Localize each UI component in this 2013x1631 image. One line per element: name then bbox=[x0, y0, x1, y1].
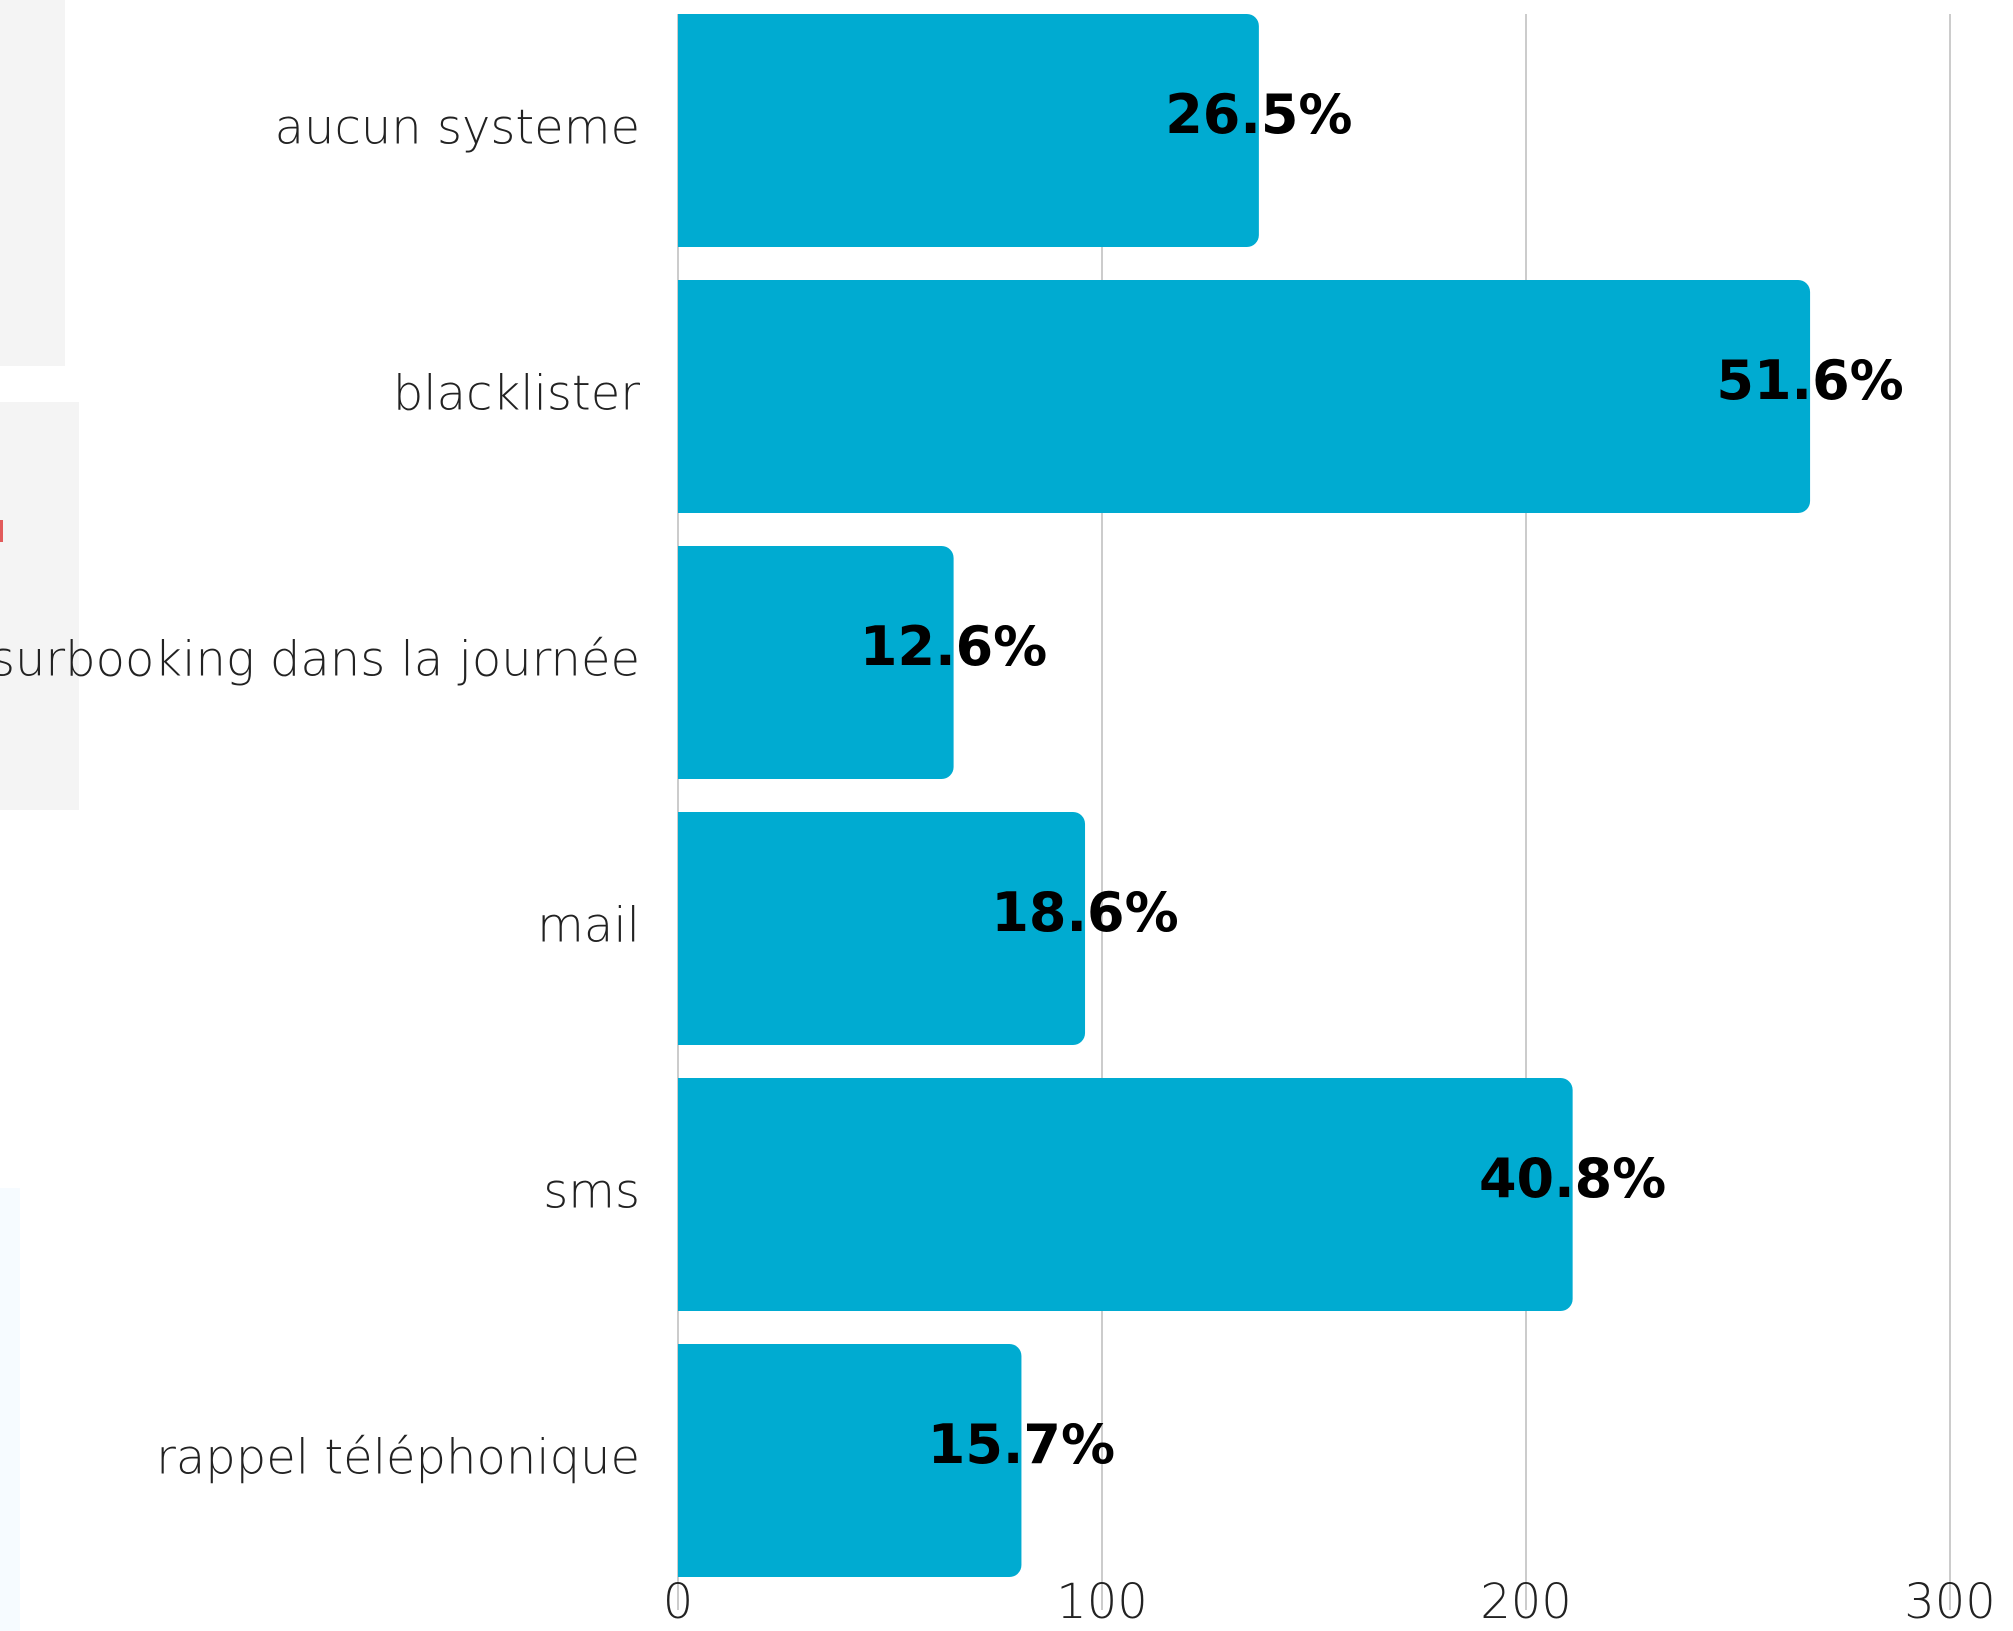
category-label: surbooking dans la journée bbox=[0, 632, 640, 688]
tick-label-layer: 0 100 200 300 bbox=[663, 1574, 1996, 1630]
bar bbox=[678, 1078, 1573, 1311]
x-tick-label: 100 bbox=[1056, 1574, 1148, 1630]
value-label-layer: 26.5% 51.6% 12.6% 18.6% 40.8% 15.7% bbox=[860, 83, 1904, 1476]
bar-left-edge bbox=[678, 812, 698, 1045]
category-label: rappel téléphonique bbox=[156, 1430, 640, 1486]
background-panel-bottom-left bbox=[0, 1188, 20, 1631]
x-tick-label: 0 bbox=[663, 1574, 694, 1630]
x-tick-label: 300 bbox=[1904, 1574, 1996, 1630]
bar-left-edge bbox=[678, 280, 698, 513]
bar bbox=[678, 14, 1259, 247]
data-label: 12.6% bbox=[860, 615, 1047, 678]
data-label: 18.6% bbox=[991, 881, 1178, 944]
bar-left-edge bbox=[678, 14, 698, 247]
bar-left-edge bbox=[678, 1344, 698, 1577]
category-label-layer: aucun systeme blacklister surbooking dans … bbox=[0, 100, 640, 1486]
data-label: 40.8% bbox=[1479, 1147, 1666, 1210]
bar bbox=[678, 280, 1811, 513]
bar-left-edge bbox=[678, 546, 698, 779]
category-label: blacklister bbox=[393, 366, 640, 422]
data-label: 51.6% bbox=[1716, 349, 1903, 412]
bar bbox=[678, 1344, 1022, 1577]
bar bbox=[678, 546, 954, 779]
category-label: sms bbox=[543, 1164, 640, 1220]
category-label: aucun systeme bbox=[275, 100, 640, 156]
red-accent-mark bbox=[0, 520, 3, 542]
bar-left-edge bbox=[678, 1078, 698, 1311]
bar-layer bbox=[678, 14, 1811, 1577]
category-label: mail bbox=[537, 898, 640, 954]
background-panel-middle-left bbox=[0, 402, 79, 810]
data-label: 26.5% bbox=[1165, 83, 1352, 146]
background-panel-top-left bbox=[0, 0, 65, 366]
x-tick-label: 200 bbox=[1480, 1574, 1572, 1630]
bar bbox=[678, 812, 1086, 1045]
data-label: 15.7% bbox=[928, 1413, 1115, 1476]
